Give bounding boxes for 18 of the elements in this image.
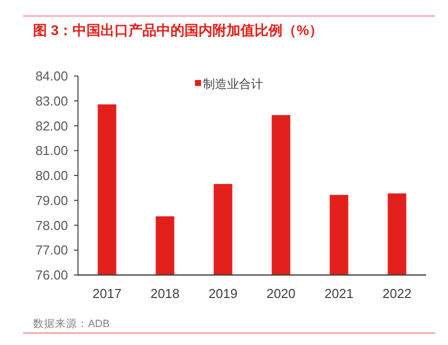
legend-label: 制造业合计 (203, 77, 263, 91)
y-tick-label: 79.00 (35, 192, 68, 208)
y-tick-label: 80.00 (35, 168, 68, 183)
x-tick-label: 2020 (266, 286, 296, 301)
y-tick-label: 76.00 (35, 268, 68, 282)
y-tick-label: 82.00 (35, 118, 68, 134)
y-tick-label: 84.00 (35, 68, 68, 84)
y-tick-label: 77.00 (35, 242, 68, 258)
chart-title: 图 3：中国出口产品中的国内附加值比例（%） (33, 22, 324, 38)
source-note: 数据来源：ADB (33, 317, 110, 330)
x-tick-label: 2022 (382, 286, 412, 301)
y-tick-label: 81.00 (35, 143, 68, 158)
y-tick-label: 78.00 (35, 218, 68, 233)
x-tick-label: 2021 (324, 286, 354, 301)
x-tick-label: 2017 (92, 286, 122, 301)
x-tick-label: 2019 (208, 286, 238, 301)
y-tick-label: 83.00 (35, 93, 68, 108)
x-tick-label: 2018 (150, 286, 180, 301)
